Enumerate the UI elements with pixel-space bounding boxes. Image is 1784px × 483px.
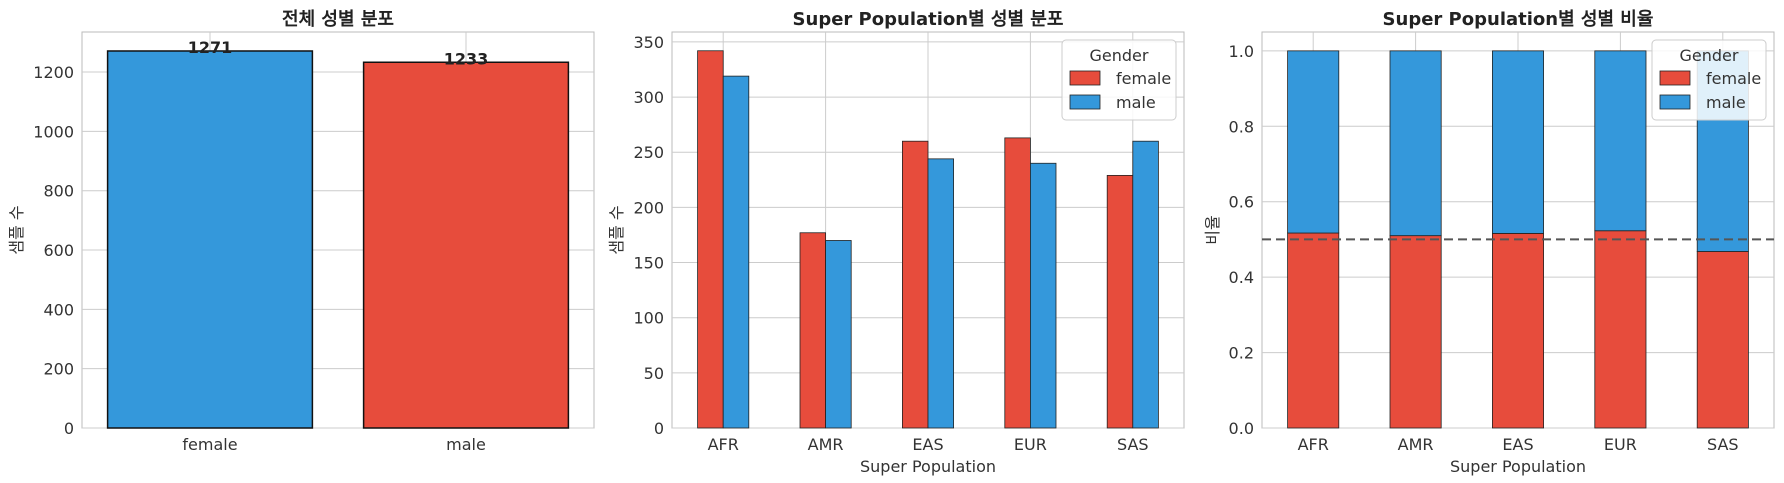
legend-title: Gender	[1090, 46, 1149, 65]
bar-AFR-female	[697, 50, 724, 429]
legend-swatch-male	[1069, 94, 1101, 110]
x-axis-label: Super Population	[1450, 457, 1586, 476]
bar-AMR-female	[799, 232, 827, 429]
legend-swatch-female	[1659, 70, 1691, 86]
x-axis-label: Super Population	[860, 457, 996, 476]
legend: Gender female male	[1651, 39, 1767, 121]
bar-SAS-female	[1696, 251, 1749, 429]
x-tick-label: female	[182, 435, 237, 454]
legend-swatch-female	[1069, 70, 1101, 86]
bar-AMR-female	[1389, 235, 1442, 429]
bar-EAS-female	[902, 140, 929, 429]
y-tick-label: 0	[654, 419, 664, 438]
x-tick-label: SAS	[1707, 435, 1739, 454]
x-tick-label: EAS	[1502, 435, 1533, 454]
y-tick-label: 50	[644, 364, 664, 383]
y-tick-label: 800	[43, 182, 74, 201]
y-axis-label: 샘플 수	[607, 205, 626, 254]
y-axis-label: 비율	[1203, 215, 1222, 244]
bar-AFR-male	[722, 75, 750, 429]
bar-AFR-male	[1287, 50, 1340, 234]
chart-title: Super Population별 성별 비율	[1383, 9, 1654, 30]
chart-title: 전체 성별 분포	[282, 9, 394, 30]
x-tick-label: EUR	[1014, 435, 1047, 454]
bar-AMR-male	[1389, 50, 1442, 237]
y-tick-label: 0.4	[1229, 268, 1254, 287]
legend-swatch-male	[1659, 94, 1691, 110]
y-tick-label: 0.0	[1229, 419, 1254, 438]
y-tick-label: 400	[43, 300, 74, 319]
bar-EUR-female	[1594, 230, 1647, 429]
x-tick-label: AMR	[808, 435, 844, 454]
y-tick-label: 0.6	[1229, 193, 1254, 212]
x-tick-label: EUR	[1604, 435, 1637, 454]
y-tick-label: 350	[633, 33, 664, 52]
x-tick-label: EAS	[912, 435, 943, 454]
bar-EAS-female	[1492, 232, 1545, 429]
y-tick-label: 1.0	[1229, 42, 1254, 61]
bar-AMR-male	[825, 240, 852, 429]
y-tick-label: 600	[43, 241, 74, 260]
x-tick-label: male	[446, 435, 486, 454]
bar-EUR-male	[1030, 162, 1057, 429]
legend-label-female: female	[1706, 69, 1761, 88]
legend-title: Gender	[1680, 46, 1739, 65]
y-tick-label: 0.2	[1229, 344, 1254, 363]
y-tick-label: 200	[43, 360, 74, 379]
y-tick-label: 1000	[33, 122, 74, 141]
y-tick-label: 300	[633, 88, 664, 107]
panel-overall-gender: 1271 1233 0 200 400 600 800 1000 1200 female male…	[7, 9, 595, 454]
data-label: 1233	[444, 49, 489, 68]
y-axis-label: 샘플 수	[7, 205, 26, 254]
bar-SAS-female	[1106, 174, 1134, 429]
chart-title: Super Population별 성별 분포	[793, 9, 1064, 30]
bars	[697, 50, 1159, 429]
bar-EUR-female	[1004, 137, 1031, 429]
panel-superpop-gender-count: 0 50 100 150 200 250 300 350 AFR AMR EAS EUR SAS Sup…	[607, 9, 1185, 476]
y-tick-label: 200	[633, 198, 664, 217]
ticks: 0 200 400 600 800 1000 1200 female male	[33, 63, 486, 454]
bar-AFR-female	[1287, 232, 1340, 429]
x-tick-label: AFR	[1298, 435, 1329, 454]
panel-superpop-gender-ratio: 0.0 0.2 0.4 0.6 0.8 1.0 AFR AMR EAS EUR SAS Super …	[1203, 9, 1775, 476]
ticks: 0.0 0.2 0.4 0.6 0.8 1.0 AFR AMR EAS EUR SAS	[1229, 42, 1739, 454]
bar-EAS-male	[927, 158, 955, 429]
x-tick-label: SAS	[1117, 435, 1149, 454]
y-tick-label: 100	[633, 309, 664, 328]
x-tick-label: AMR	[1398, 435, 1434, 454]
data-label: 1271	[188, 38, 233, 57]
y-tick-label: 0	[64, 419, 74, 438]
bars: 1271 1233	[106, 38, 570, 429]
legend-label-male: male	[1116, 93, 1156, 112]
legend-label-male: male	[1706, 93, 1746, 112]
bar-EUR-male	[1594, 50, 1647, 232]
y-tick-label: 150	[633, 254, 664, 273]
bar-SAS-male	[1132, 140, 1159, 429]
bar-EAS-male	[1492, 50, 1545, 234]
legend: Gender female male	[1061, 39, 1177, 121]
bar-male	[362, 61, 570, 429]
ticks: 0 50 100 150 200 250 300 350 AFR AMR EAS EUR SAS	[633, 33, 1148, 454]
y-tick-label: 0.8	[1229, 117, 1254, 136]
y-tick-label: 250	[633, 143, 664, 162]
legend-label-female: female	[1116, 69, 1171, 88]
y-tick-label: 1200	[33, 63, 74, 82]
bar-female	[106, 50, 314, 429]
x-tick-label: AFR	[708, 435, 739, 454]
